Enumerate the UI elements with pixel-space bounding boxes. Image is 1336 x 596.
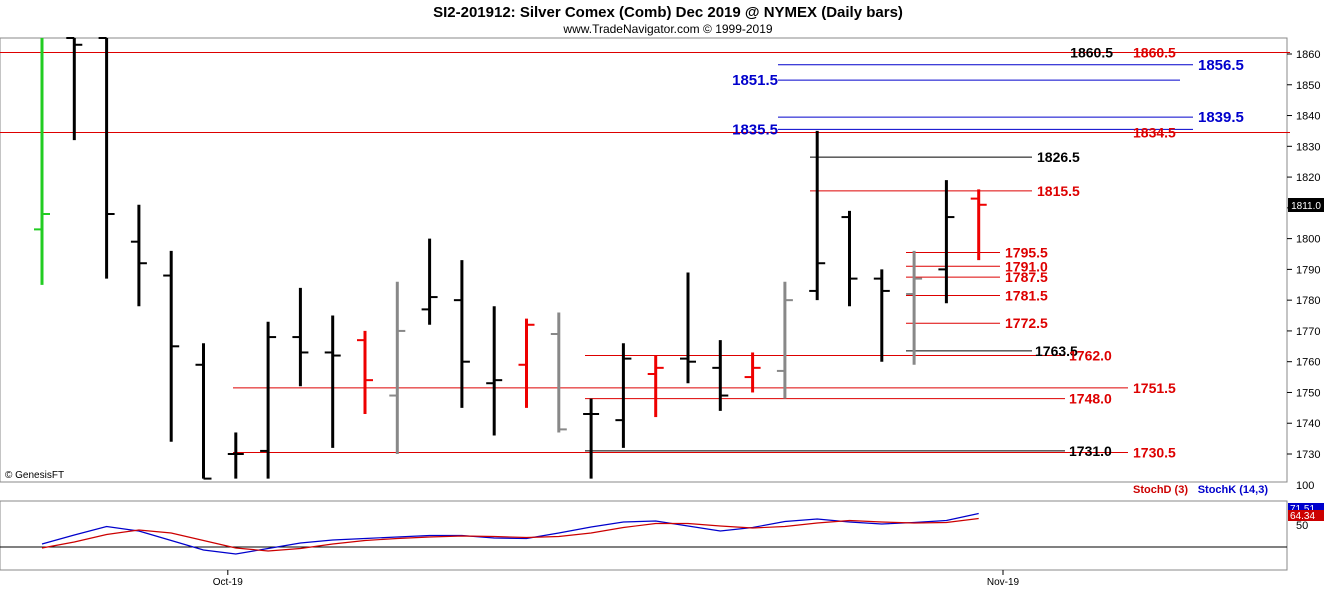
level-label-1791.0: 1791.0 <box>1005 258 1048 274</box>
price-tick-1740: 1740 <box>1296 418 1320 430</box>
level-label-1781.5: 1781.5 <box>1005 288 1048 304</box>
level-label-1731.0: 1731.0 <box>1069 443 1112 459</box>
stoch-tick-50: 50 <box>1296 520 1308 532</box>
level-label-1826.5: 1826.5 <box>1037 149 1080 165</box>
stochd-value: 64.34 <box>1290 511 1315 522</box>
last-price-label: 1811.0 <box>1291 201 1321 212</box>
price-tick-1860: 1860 <box>1296 49 1320 61</box>
stochd-line <box>41 517 979 552</box>
level-label-1856.5: 1856.5 <box>1198 57 1244 74</box>
chart-title: SI2-201912: Silver Comex (Comb) Dec 2019… <box>433 4 903 21</box>
level-label-1839.5: 1839.5 <box>1198 109 1244 126</box>
level-label-1860.5: 1860.5 <box>1133 44 1176 60</box>
price-tick-1840: 1840 <box>1296 111 1320 123</box>
date-label-Nov-19: Nov-19 <box>987 577 1020 588</box>
level-label-1834.5: 1834.5 <box>1133 124 1176 140</box>
level-label-1851.5: 1851.5 <box>732 72 778 89</box>
stochk-line <box>41 512 979 555</box>
stochd-legend: StochD (3) <box>1133 484 1188 496</box>
level-label-1730.5: 1730.5 <box>1133 444 1176 460</box>
date-label-Oct-19: Oct-19 <box>213 577 243 588</box>
level-label-1795.5: 1795.5 <box>1005 244 1048 260</box>
price-panel <box>0 37 1288 483</box>
level-label-1763.5: 1763.5 <box>1035 343 1078 359</box>
stoch-tick-100: 100 <box>1296 480 1314 492</box>
stochk-value: 71.51 <box>1290 504 1315 515</box>
watermark: © GenesisFT <box>5 470 64 481</box>
price-tick-1820: 1820 <box>1296 172 1320 184</box>
stochk-legend: StochK (14,3) <box>1198 484 1269 496</box>
stochastic-lines <box>0 512 1287 555</box>
stochk-value-box <box>1288 503 1324 514</box>
price-tick-1850: 1850 <box>1296 80 1320 92</box>
level-label-1860.5: 1860.5 <box>1070 44 1113 60</box>
price-tick-1750: 1750 <box>1296 387 1320 399</box>
level-label-1815.5: 1815.5 <box>1037 183 1080 199</box>
level-label-1772.5: 1772.5 <box>1005 315 1048 331</box>
price-tick-1770: 1770 <box>1296 326 1320 338</box>
chart-subtitle: www.TradeNavigator.com © 1999-2019 <box>562 22 772 36</box>
price-tick-1830: 1830 <box>1296 141 1320 153</box>
price-axis: 1730174017501760177017801790180018101820… <box>1287 49 1320 461</box>
level-label-1762.0: 1762.0 <box>1069 348 1112 364</box>
level-label-1751.5: 1751.5 <box>1133 380 1176 396</box>
last-price-box <box>1288 198 1324 212</box>
price-tick-1790: 1790 <box>1296 264 1320 276</box>
level-label-1787.5: 1787.5 <box>1005 269 1048 285</box>
price-tick-1730: 1730 <box>1296 449 1320 461</box>
price-tick-1800: 1800 <box>1296 234 1320 246</box>
level-labels: 1860.5 1860.5 1856.5 1851.5 1839.5 1835.5 1834… <box>732 44 1244 460</box>
level-label-1748.0: 1748.0 <box>1069 391 1112 407</box>
indicator-panel <box>0 500 1288 571</box>
stochd-value-box <box>1288 510 1324 521</box>
price-tick-1780: 1780 <box>1296 295 1320 307</box>
price-tick-1760: 1760 <box>1296 357 1320 369</box>
price-bars <box>34 37 987 480</box>
level-label-1835.5: 1835.5 <box>732 121 778 138</box>
date-axis: Oct-19 Nov-19 <box>213 570 1020 588</box>
level-lines <box>0 51 1290 453</box>
